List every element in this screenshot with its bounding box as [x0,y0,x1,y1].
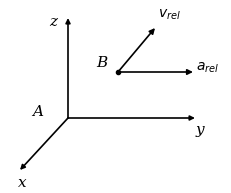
Text: x: x [18,176,26,190]
Text: y: y [195,123,204,137]
Text: z: z [49,15,57,29]
Text: B: B [96,56,107,70]
Text: A: A [32,105,43,119]
Text: $v_{rel}$: $v_{rel}$ [157,8,180,22]
Text: $a_{rel}$: $a_{rel}$ [195,61,218,75]
